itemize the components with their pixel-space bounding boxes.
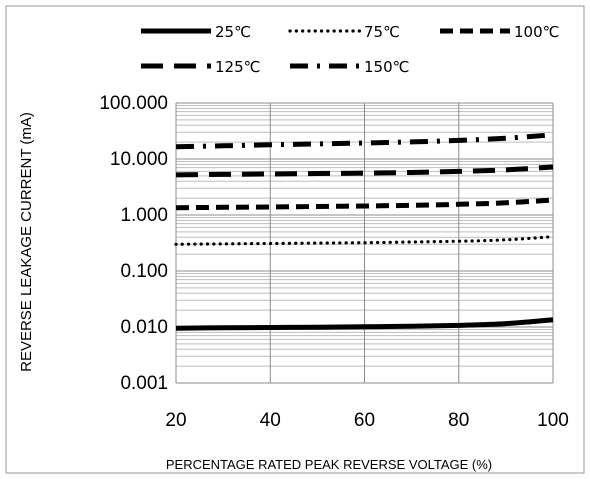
legend-label: 100℃	[514, 23, 559, 41]
x-tick-label: 20	[165, 410, 186, 431]
legend-label: 25℃	[215, 23, 251, 41]
x-tick-label: 60	[354, 410, 375, 431]
y-tick-label: 0.010	[120, 317, 168, 338]
y-tick-label: 100.000	[99, 93, 168, 114]
legend-label: 75℃	[364, 23, 400, 41]
y-tick-label: 0.001	[120, 373, 168, 394]
legend-label: 150℃	[364, 58, 409, 76]
y-tick-label: 0.100	[120, 261, 168, 282]
y-tick-label: 1.000	[120, 205, 168, 226]
x-tick-label: 80	[448, 410, 469, 431]
y-axis-label: REVERSE LEAKAGE CURRENT (mA)	[18, 112, 35, 372]
x-axis-label: PERCENTAGE RATED PEAK REVERSE VOLTAGE (%…	[166, 457, 492, 472]
y-tick-label: 10.000	[110, 149, 168, 170]
legend-label: 125℃	[215, 58, 260, 76]
x-tick-label: 40	[260, 410, 281, 431]
x-tick-label: 100	[537, 410, 569, 431]
